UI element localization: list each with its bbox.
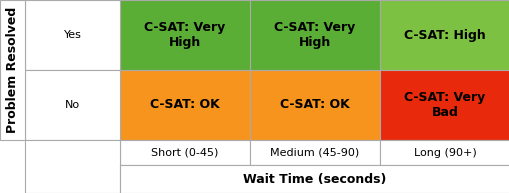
Text: C-SAT: High: C-SAT: High	[403, 29, 485, 41]
Text: Problem Resolved: Problem Resolved	[6, 7, 19, 133]
Bar	[0, 0, 25, 140]
Text: C-SAT: OK: C-SAT: OK	[279, 98, 349, 112]
Bar	[25, 70, 120, 140]
Text: C-SAT: OK: C-SAT: OK	[150, 98, 219, 112]
Text: No: No	[65, 100, 80, 110]
Bar	[379, 0, 509, 70]
Bar	[120, 70, 249, 140]
Bar	[379, 140, 509, 165]
Bar	[249, 70, 379, 140]
Bar	[25, 0, 120, 70]
Text: C-SAT: Very
High: C-SAT: Very High	[274, 21, 355, 49]
Bar	[249, 0, 379, 70]
Text: Short (0-45): Short (0-45)	[151, 147, 218, 157]
Text: C-SAT: Very
High: C-SAT: Very High	[144, 21, 225, 49]
Bar	[249, 140, 379, 165]
Text: Yes: Yes	[64, 30, 81, 40]
Bar	[25, 140, 120, 193]
Bar	[379, 70, 509, 140]
Bar	[120, 165, 509, 193]
Text: Long (90+): Long (90+)	[413, 147, 475, 157]
Text: C-SAT: Very
Bad: C-SAT: Very Bad	[404, 91, 485, 119]
Bar	[120, 0, 249, 70]
Text: Medium (45-90): Medium (45-90)	[270, 147, 359, 157]
Bar	[120, 140, 249, 165]
Text: Wait Time (seconds): Wait Time (seconds)	[243, 173, 386, 185]
